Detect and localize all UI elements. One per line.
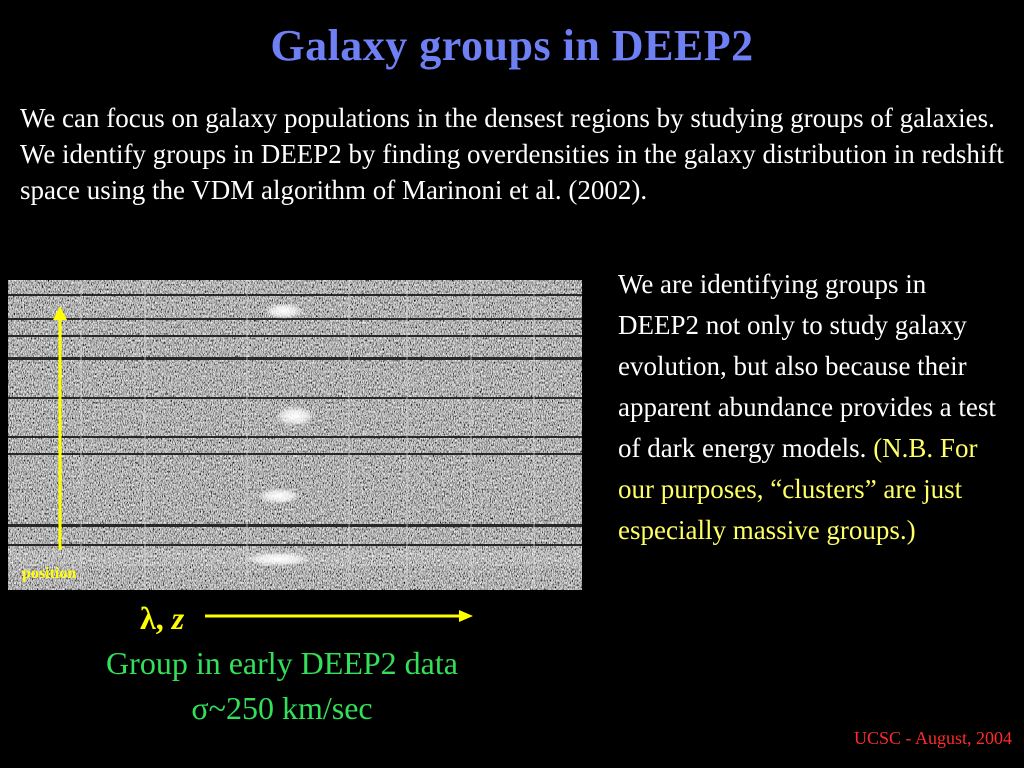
lambda-symbol: λ,: [140, 600, 164, 636]
intro-paragraph: We can focus on galaxy populations in th…: [20, 103, 1004, 205]
spectrum-image: [8, 280, 582, 590]
slide-title: Galaxy groups in DEEP2: [270, 21, 754, 70]
spectrum-graphic: [8, 280, 582, 590]
side-paragraph: We are identifying groups in DEEP2 not o…: [618, 264, 1013, 551]
position-axis-label: position: [22, 565, 77, 582]
figure-caption-line2: σ~250 km/sec: [191, 690, 373, 726]
footer-text: UCSC - August, 2004: [853, 728, 1012, 748]
redshift-symbol: z: [171, 600, 185, 636]
figure-caption-line1: Group in early DEEP2 data: [106, 645, 458, 681]
side-note-text: (N.B. For our purposes, “clusters” are j…: [618, 433, 978, 545]
wavelength-axis-label: λ, z: [140, 600, 184, 637]
wavelength-arrow: [205, 610, 473, 622]
side-main-text: We are identifying groups in DEEP2 not o…: [618, 269, 996, 463]
